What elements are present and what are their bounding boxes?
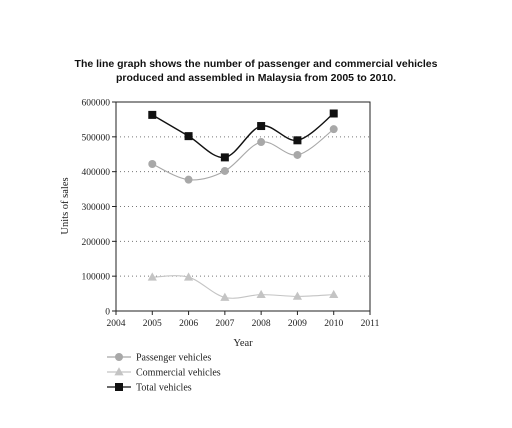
- x-tick-label: 2005: [143, 319, 162, 329]
- x-tick-label: 2006: [179, 319, 198, 329]
- y-axis-label: Units of sales: [60, 177, 71, 234]
- passenger-vehicles-series: [148, 125, 338, 184]
- legend-marker-total-vehicles: [115, 383, 123, 391]
- passenger-vehicles-point: [148, 160, 157, 169]
- legend: Passenger vehicles Commercial vehicles Tot…: [107, 353, 221, 394]
- commercial-vehicles-point: [220, 292, 230, 301]
- y-tick-label: 0: [105, 308, 110, 318]
- commercial-vehicles-line: [152, 275, 334, 299]
- total-vehicles-series: [148, 109, 338, 162]
- y-tick-label: 100000: [82, 273, 111, 283]
- y-tick-label: 200000: [82, 238, 111, 248]
- series: [147, 109, 339, 301]
- passenger-vehicles-point: [184, 175, 193, 184]
- total-vehicles-point: [220, 153, 229, 162]
- x-axis-ticks: 2004 2005 2006 2007 2008 2009 2010 2011: [107, 311, 380, 329]
- legend-item-total-vehicles: Total vehicles: [107, 383, 192, 394]
- commercial-vehicles-point: [329, 289, 339, 299]
- commercial-vehicles-point: [147, 272, 157, 281]
- legend-marker-commercial-vehicles: [114, 367, 124, 376]
- x-tick-label: 2007: [215, 319, 234, 329]
- passenger-vehicles-point: [257, 138, 266, 147]
- total-vehicles-point: [293, 136, 302, 145]
- passenger-vehicles-point: [329, 125, 338, 134]
- legend-label-commercial-vehicles: Commercial vehicles: [136, 368, 221, 379]
- y-tick-label: 300000: [82, 203, 111, 213]
- legend-label-total-vehicles: Total vehicles: [136, 383, 192, 394]
- y-axis-ticks: 0 100000 200000 300000 400000 500000 600000: [82, 99, 116, 318]
- total-vehicles-point: [184, 132, 193, 141]
- passenger-vehicles-point: [220, 166, 229, 175]
- y-tick-label: 500000: [82, 133, 111, 143]
- y-tick-label: 600000: [82, 99, 111, 109]
- passenger-vehicles-point: [293, 150, 302, 159]
- gridlines: [116, 136, 370, 277]
- x-tick-label: 2011: [361, 319, 380, 329]
- commercial-vehicles-point: [292, 291, 303, 300]
- x-axis-label: Year: [233, 338, 253, 349]
- legend-item-commercial-vehicles: Commercial vehicles: [107, 367, 221, 379]
- total-vehicles-point: [329, 109, 338, 118]
- x-tick-label: 2009: [288, 319, 307, 329]
- chart-title-line-2: produced and assembled in Malaysia from …: [115, 72, 397, 84]
- legend-item-passenger-vehicles: Passenger vehicles: [107, 353, 211, 364]
- x-tick-label: 2010: [324, 319, 343, 329]
- total-vehicles-point: [257, 122, 266, 131]
- chart-title-line-1: The line graph shows the number of passe…: [74, 58, 438, 70]
- legend-label-passenger-vehicles: Passenger vehicles: [136, 353, 211, 364]
- x-tick-label: 2008: [252, 319, 271, 329]
- commercial-vehicles-point: [183, 272, 194, 281]
- chart-title: The line graph shows the number of passe…: [0, 57, 512, 85]
- legend-marker-passenger-vehicles: [115, 353, 123, 361]
- y-tick-label: 400000: [82, 168, 111, 178]
- commercial-vehicles-series: [147, 272, 339, 301]
- x-tick-label: 2004: [107, 319, 126, 329]
- total-vehicles-point: [148, 110, 157, 119]
- commercial-vehicles-point: [256, 289, 266, 299]
